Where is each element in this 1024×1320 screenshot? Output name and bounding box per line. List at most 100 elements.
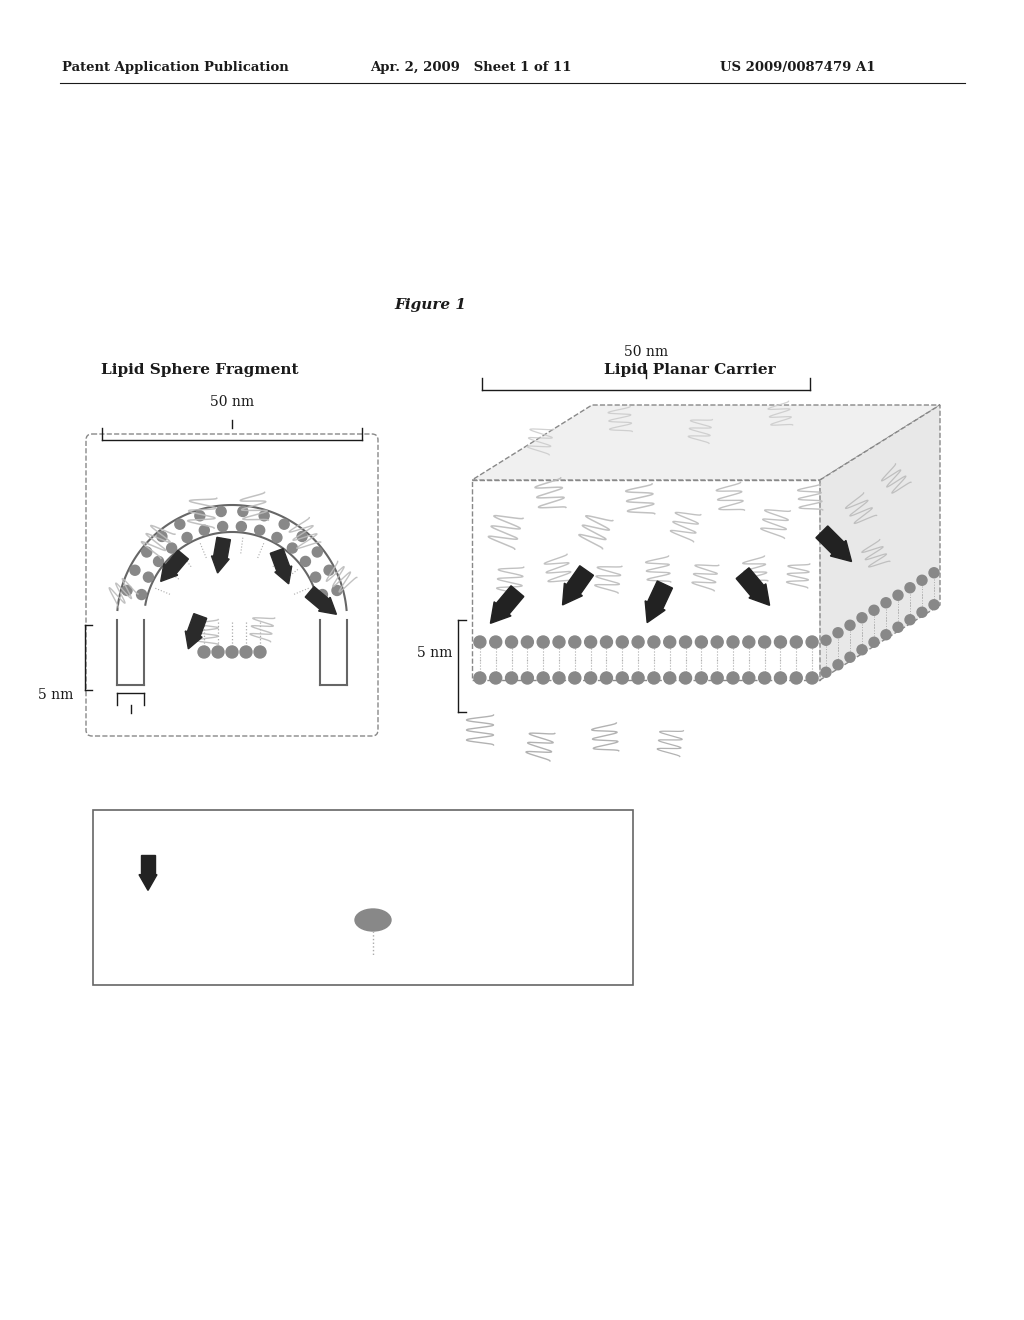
Polygon shape <box>270 549 290 572</box>
Text: 5 nm: 5 nm <box>417 645 452 660</box>
Circle shape <box>648 672 659 684</box>
Circle shape <box>616 636 629 648</box>
Text: Hepatic Targeting Molecule: Hepatic Targeting Molecule <box>186 858 393 873</box>
Polygon shape <box>305 586 329 610</box>
Circle shape <box>833 660 843 669</box>
Circle shape <box>332 586 342 595</box>
Circle shape <box>680 672 691 684</box>
Text: 50 nm: 50 nm <box>624 345 668 359</box>
Polygon shape <box>645 601 666 623</box>
Circle shape <box>905 615 915 624</box>
Circle shape <box>857 644 867 655</box>
Text: Apr. 2, 2009   Sheet 1 of 11: Apr. 2, 2009 Sheet 1 of 11 <box>370 62 571 74</box>
Polygon shape <box>497 586 524 614</box>
Circle shape <box>664 636 676 648</box>
Circle shape <box>521 636 534 648</box>
Circle shape <box>632 672 644 684</box>
Circle shape <box>226 645 238 657</box>
Text: Patent Application Publication: Patent Application Publication <box>62 62 289 74</box>
Circle shape <box>616 672 629 684</box>
Text: Lipid Sphere Fragment: Lipid Sphere Fragment <box>101 363 299 378</box>
Polygon shape <box>214 537 230 558</box>
Polygon shape <box>736 568 764 597</box>
Circle shape <box>833 628 843 638</box>
Text: US 2009/0087479 A1: US 2009/0087479 A1 <box>720 62 876 74</box>
Polygon shape <box>166 550 188 574</box>
Circle shape <box>821 635 831 645</box>
Circle shape <box>774 672 786 684</box>
Circle shape <box>648 636 659 648</box>
Polygon shape <box>472 405 940 480</box>
Circle shape <box>141 546 152 557</box>
Circle shape <box>143 572 154 582</box>
Circle shape <box>568 636 581 648</box>
Circle shape <box>154 557 164 566</box>
Circle shape <box>167 543 176 553</box>
Polygon shape <box>274 566 292 583</box>
Polygon shape <box>139 875 157 891</box>
Circle shape <box>489 636 502 648</box>
Circle shape <box>288 543 297 553</box>
Polygon shape <box>318 597 337 614</box>
Polygon shape <box>490 602 511 623</box>
Circle shape <box>893 622 903 632</box>
Circle shape <box>585 672 597 684</box>
Circle shape <box>506 636 517 648</box>
Circle shape <box>857 612 867 623</box>
Circle shape <box>310 572 321 582</box>
Circle shape <box>259 511 269 521</box>
Circle shape <box>218 521 227 532</box>
Circle shape <box>280 519 289 529</box>
Circle shape <box>759 636 771 648</box>
Circle shape <box>727 636 739 648</box>
Circle shape <box>845 652 855 663</box>
Text: Insulin: Insulin <box>181 921 232 935</box>
Circle shape <box>182 532 193 543</box>
Circle shape <box>212 645 224 657</box>
Circle shape <box>300 557 310 566</box>
Circle shape <box>317 590 328 599</box>
Circle shape <box>474 636 486 648</box>
Circle shape <box>742 672 755 684</box>
Circle shape <box>869 638 879 647</box>
Polygon shape <box>830 540 852 561</box>
Circle shape <box>195 511 205 521</box>
Polygon shape <box>141 855 155 875</box>
Circle shape <box>568 672 581 684</box>
Circle shape <box>538 636 549 648</box>
Circle shape <box>255 525 264 535</box>
Circle shape <box>791 636 802 648</box>
Circle shape <box>881 630 891 640</box>
Polygon shape <box>647 581 673 609</box>
Text: Lipid Planar Carrier: Lipid Planar Carrier <box>604 363 776 378</box>
Circle shape <box>929 599 939 610</box>
Polygon shape <box>562 583 583 605</box>
Circle shape <box>538 672 549 684</box>
Circle shape <box>122 586 132 595</box>
Polygon shape <box>820 405 940 680</box>
Circle shape <box>929 568 939 578</box>
Text: Figure 1: Figure 1 <box>394 298 466 312</box>
Text: Phospholipid: Phospholipid <box>401 928 497 942</box>
Circle shape <box>664 672 676 684</box>
Circle shape <box>806 672 818 684</box>
Circle shape <box>553 672 565 684</box>
Polygon shape <box>185 631 202 649</box>
Circle shape <box>136 590 146 599</box>
Circle shape <box>585 636 597 648</box>
Circle shape <box>506 672 517 684</box>
Circle shape <box>893 590 903 601</box>
Circle shape <box>312 546 323 557</box>
Circle shape <box>254 645 266 657</box>
Circle shape <box>695 636 708 648</box>
Circle shape <box>240 645 252 657</box>
Circle shape <box>175 519 185 529</box>
Circle shape <box>521 672 534 684</box>
Circle shape <box>297 532 307 541</box>
Circle shape <box>553 636 565 648</box>
Circle shape <box>474 672 486 684</box>
Circle shape <box>727 672 739 684</box>
Polygon shape <box>161 564 178 581</box>
Circle shape <box>905 582 915 593</box>
Polygon shape <box>187 614 207 636</box>
